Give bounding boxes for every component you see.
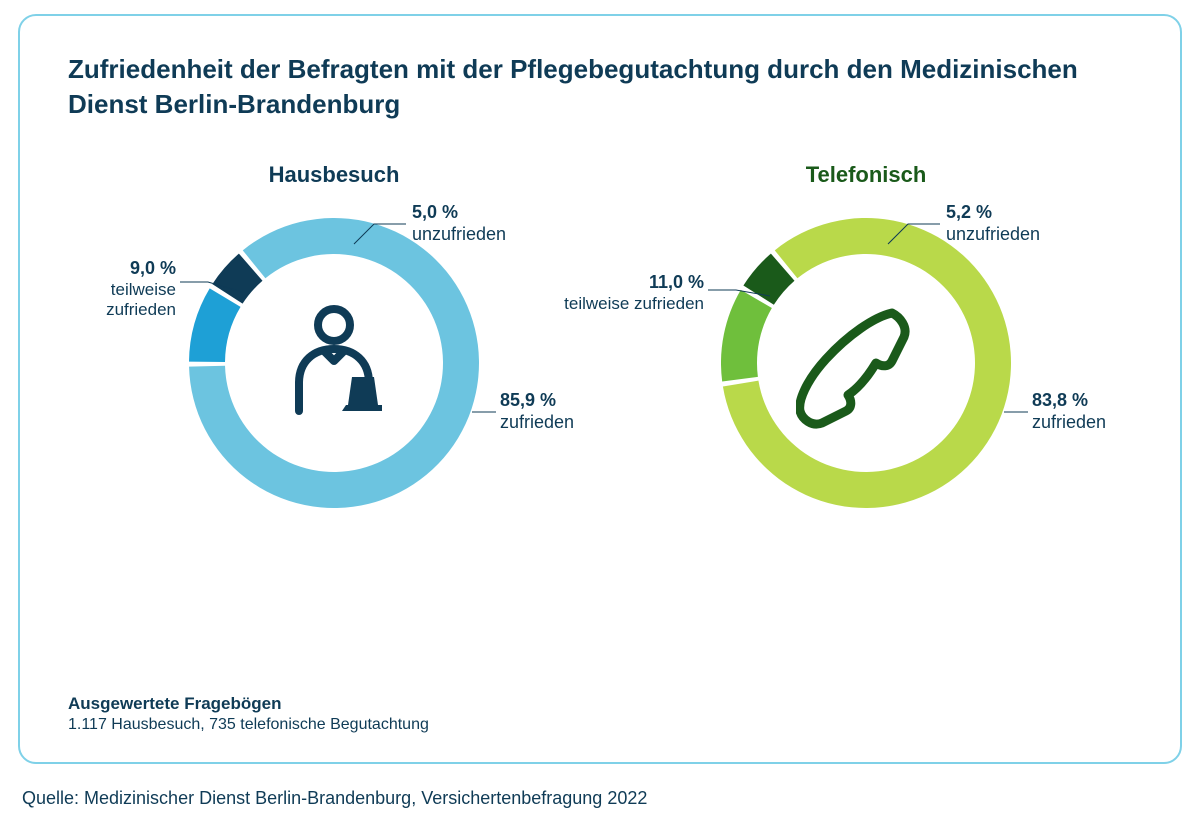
footer-note-title: Ausgewertete Fragebögen [68, 694, 429, 714]
label-hausbesuch-zufrieden: 85,9 % zufrieden [500, 390, 574, 433]
donut-segment [721, 290, 772, 382]
label-telefonisch-unzufrieden: 5,2 % unzufrieden [946, 202, 1040, 245]
phone-icon [796, 293, 936, 433]
source-line: Quelle: Medizinischer Dienst Berlin-Bran… [22, 788, 647, 809]
donut-telefonisch [721, 218, 1011, 508]
donut-segment [189, 289, 241, 363]
charts-row: Hausbesuch [68, 162, 1132, 622]
chart-title-main: Zufriedenheit der Befragten mit der Pfle… [68, 52, 1132, 122]
chart-hausbesuch: Hausbesuch [84, 162, 584, 622]
label-hausbesuch-teilweise: 9,0 % teilweisezufrieden [84, 258, 176, 320]
chart-subtitle-telefonisch: Telefonisch [616, 162, 1116, 188]
donut-hausbesuch [189, 218, 479, 508]
person-laptop-icon [264, 293, 404, 433]
label-hausbesuch-unzufrieden: 5,0 % unzufrieden [412, 202, 506, 245]
info-card: Zufriedenheit der Befragten mit der Pfle… [18, 14, 1182, 764]
label-telefonisch-zufrieden: 83,8 % zufrieden [1032, 390, 1106, 433]
footer-note-body: 1.117 Hausbesuch, 735 telefonische Begut… [68, 716, 429, 734]
chart-telefonisch: Telefonisch 83, [616, 162, 1116, 622]
chart-subtitle-hausbesuch: Hausbesuch [84, 162, 584, 188]
label-telefonisch-teilweise: 11,0 % teilweise zufrieden [564, 272, 704, 314]
footer-note: Ausgewertete Fragebögen 1.117 Hausbesuch… [68, 694, 429, 734]
